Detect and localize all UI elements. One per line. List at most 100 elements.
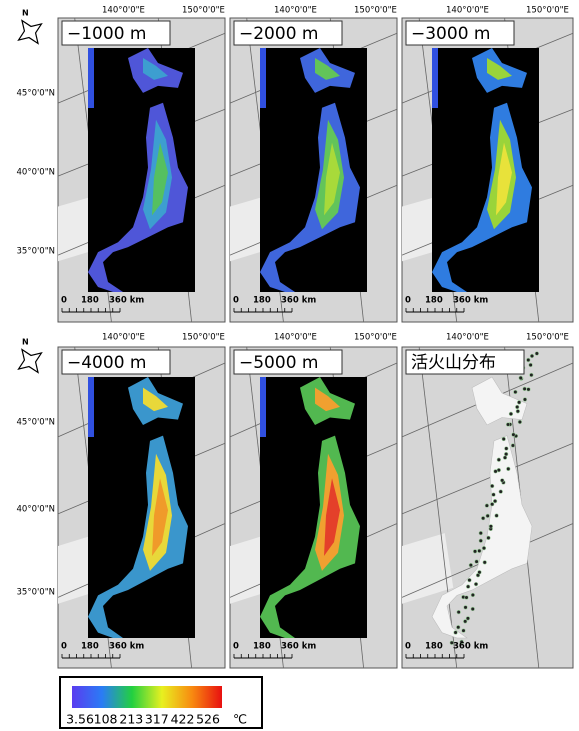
volcano-marker [513, 389, 518, 395]
volcano-marker [488, 524, 493, 529]
volcano-marker [459, 639, 464, 644]
lat-label: 45°0'0"N [17, 418, 56, 428]
panel-title: −5000 m [239, 353, 318, 373]
volcano-marker [506, 466, 511, 471]
volcano-marker [474, 559, 479, 564]
scale-label: 0 [405, 642, 411, 652]
sea-strip [260, 48, 266, 108]
lon-label: 150°0'0"E [354, 6, 397, 16]
volcano-marker [482, 560, 487, 565]
volcano-marker [522, 386, 527, 391]
scale-label: 360 km [109, 296, 144, 306]
temperature-map [260, 48, 360, 292]
lon-label: 150°0'0"E [526, 333, 569, 343]
temperature-map [88, 377, 188, 638]
volcano-marker [502, 455, 508, 460]
map-panel: −1000 m 140°0'0"E 150°0'0"E 0 180 360 km [57, 6, 226, 323]
land-temp-warm [143, 387, 168, 412]
volcano-marker [456, 610, 461, 615]
scale-label: 180 [81, 296, 99, 306]
land-temp-warm [315, 57, 340, 80]
volcano-marker [463, 605, 468, 610]
lon-label: 140°0'0"E [274, 333, 317, 343]
colorbar-ramp [72, 686, 222, 708]
volcano-marker [493, 469, 498, 474]
scale-label: 360 km [281, 642, 316, 652]
title-box [61, 20, 171, 46]
title-box [405, 349, 525, 375]
volcano-marker [481, 546, 487, 551]
scale-label: 180 [425, 642, 443, 652]
title-box [233, 349, 343, 375]
volcano-marker [522, 397, 528, 402]
volcano-marker [470, 606, 475, 612]
land-temp-hot [152, 142, 168, 216]
volcano-marker [486, 535, 491, 540]
sea-strip [432, 48, 438, 108]
colorbar-unit: ℃ [233, 712, 247, 727]
volcano-marker [528, 362, 533, 368]
panel-title: −2000 m [239, 24, 318, 44]
volcano-marker [526, 387, 531, 392]
volcano-marker [504, 446, 509, 451]
volcano-marker [498, 489, 503, 494]
volcano-marker [511, 432, 516, 437]
panel-title: −3000 m [411, 24, 490, 44]
volcano-marker [515, 409, 520, 414]
volcano-marker [481, 516, 486, 521]
volcano-marker [505, 422, 511, 427]
title-box [61, 349, 171, 375]
scale-label: 0 [233, 642, 239, 652]
volcano-marker [510, 443, 516, 448]
land [471, 376, 528, 426]
volcano-marker [478, 538, 483, 543]
panel-title: −1000 m [67, 24, 146, 44]
volcano-marker [508, 411, 514, 416]
volcano-marker [491, 492, 496, 497]
lat-label: 40°0'0"N [17, 505, 56, 515]
lon-label: 140°0'0"E [446, 6, 489, 16]
lat-label: 45°0'0"N [17, 89, 56, 99]
scale-label: 0 [405, 296, 411, 306]
volcano-marker [478, 531, 483, 536]
volcano-marker [534, 351, 539, 356]
volcano-marker [504, 451, 509, 457]
volcano-marker [465, 616, 471, 621]
volcano-marker [518, 375, 523, 380]
land-background [402, 533, 454, 604]
land-temp-warm [315, 387, 340, 412]
colorbar-tick-label: 3.56 [66, 712, 94, 727]
lon-label: 140°0'0"E [274, 6, 317, 16]
sea-strip [88, 48, 94, 108]
scale-label: 180 [425, 296, 443, 306]
colorbar-tick-label: 317 [145, 712, 169, 727]
volcano-marker [496, 457, 501, 462]
scale-label: 180 [81, 642, 99, 652]
north-label: N [22, 9, 29, 18]
north-arrow [17, 19, 43, 45]
north-label: N [22, 338, 29, 347]
map-panel: −2000 m 140°0'0"E 150°0'0"E 0 180 360 km [229, 6, 398, 323]
scale-label: 360 km [281, 296, 316, 306]
volcano-marker [470, 592, 475, 598]
sea-strip [88, 377, 94, 437]
scale-label: 180 [253, 642, 271, 652]
scale-label: 0 [61, 642, 67, 652]
title-box [233, 20, 343, 46]
scale-label: 180 [253, 296, 271, 306]
panel-title: −4000 m [67, 353, 146, 373]
volcano-marker [501, 436, 506, 442]
volcano-marker [484, 503, 489, 508]
colorbar-tick-label: 422 [171, 712, 195, 727]
map-panel: −4000 m 140°0'0"E 150°0'0"E 0 180 360 km [57, 333, 226, 669]
lon-label: 150°0'0"E [182, 333, 225, 343]
volcano-marker [456, 625, 461, 630]
volcano-marker [492, 499, 498, 504]
volcano-marker [461, 628, 466, 633]
north-arrow-shape [17, 19, 43, 45]
volcano-marker [477, 548, 482, 553]
title-box [405, 20, 515, 46]
volcano-marker [477, 570, 482, 575]
lon-label: 140°0'0"E [102, 6, 145, 16]
